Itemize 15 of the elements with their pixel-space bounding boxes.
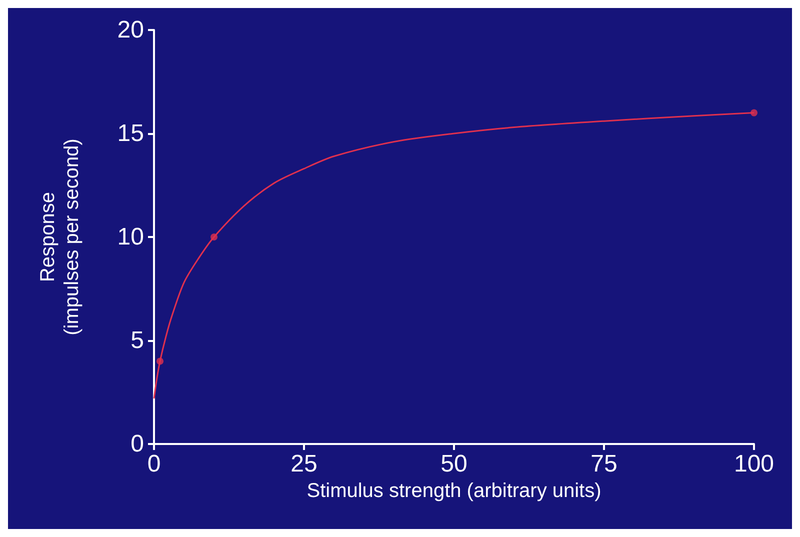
x-axis-title: Stimulus strength (arbitrary units) xyxy=(306,480,602,502)
y-tick-label: 0 xyxy=(130,430,144,458)
y-axis-title: Response (impulses per second) xyxy=(37,138,83,336)
point xyxy=(210,234,218,240)
x-tick-label: 50 xyxy=(440,450,468,478)
x-tick-label: 25 xyxy=(290,450,318,478)
x-tick-label: 0 xyxy=(147,450,161,478)
y-tick-label: 20 xyxy=(117,16,144,44)
x-tick-label: 75 xyxy=(590,450,618,478)
y-tick-label: 5 xyxy=(130,327,144,354)
y-tick-label: 15 xyxy=(117,120,144,147)
x-tick-label: 100 xyxy=(734,450,774,478)
y-tick-label: 10 xyxy=(117,224,144,250)
point xyxy=(750,109,758,116)
point xyxy=(156,358,164,365)
